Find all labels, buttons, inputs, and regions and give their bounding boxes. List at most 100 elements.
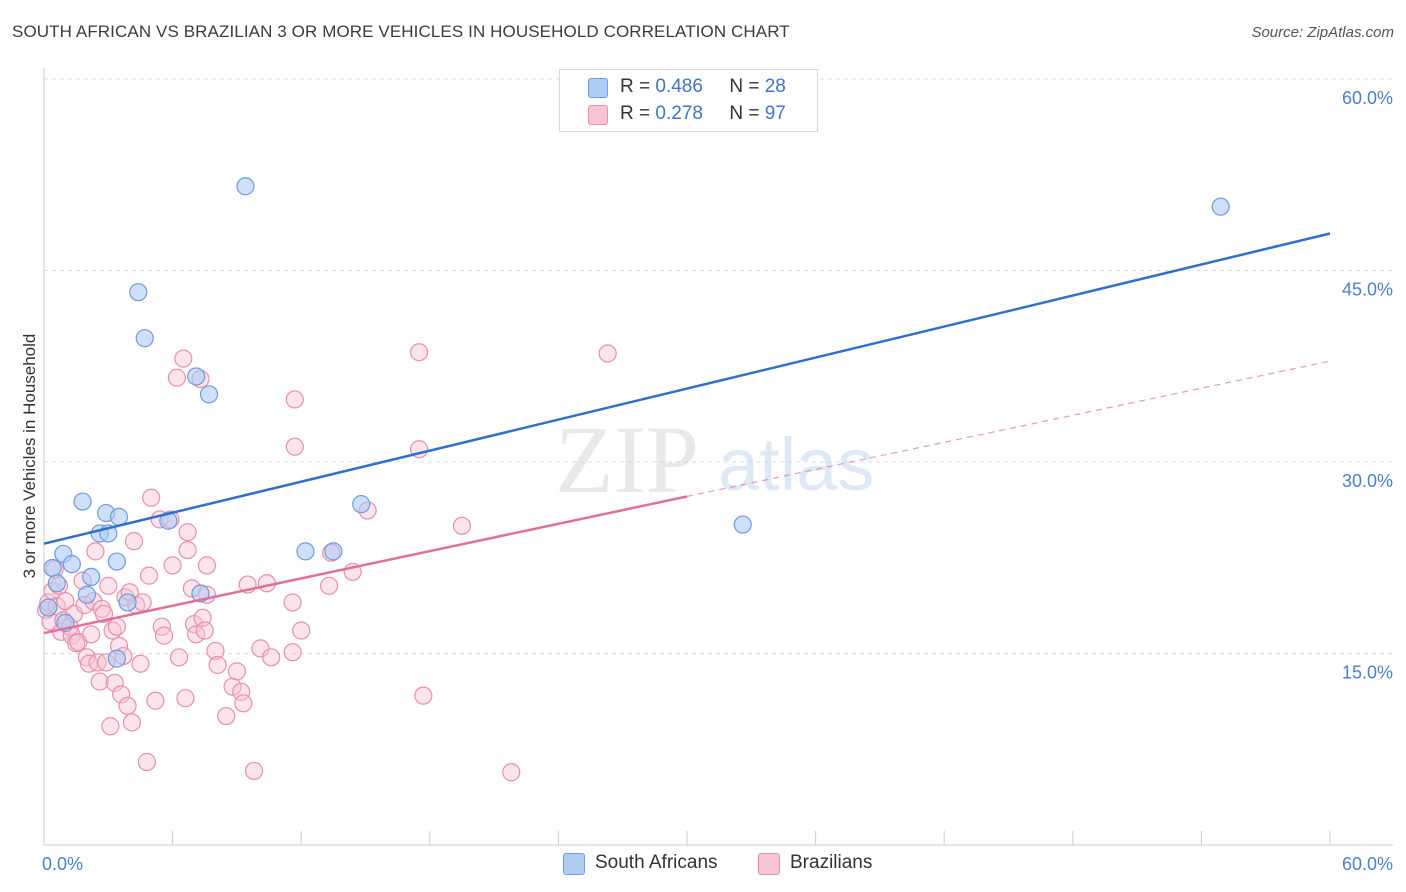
brazilians-point [90, 672, 109, 691]
brazilians-point [227, 662, 246, 681]
brazilians-point [292, 621, 311, 640]
brazilians-point [99, 576, 118, 595]
y-tick-label: 45.0% [1342, 280, 1393, 300]
bottom-legend-label-brazilians: Brazilians [790, 852, 873, 873]
watermark: ZIP atlas [555, 406, 874, 513]
south-africans-point [62, 555, 81, 574]
bottom-legend-label-south-africans: South Africans [595, 852, 718, 873]
south-africans-point [159, 511, 178, 530]
south-africans-point [324, 542, 343, 561]
watermark-zip: ZIP [555, 406, 699, 513]
brazilians-point [112, 685, 131, 704]
south-africans-point [236, 177, 255, 196]
brazilians-point [169, 648, 189, 667]
legend-r-value: 0.278 [655, 103, 703, 124]
y-tick-label: 15.0% [1342, 663, 1393, 683]
brazilians-point [452, 516, 472, 535]
brazilians-point [409, 343, 429, 362]
brazilians-point [244, 761, 264, 781]
south-africans-point [1211, 197, 1230, 216]
brazilians-point [105, 673, 124, 692]
brazilians-point [234, 694, 253, 713]
x-tick-min: 0.0% [42, 854, 83, 874]
brazilians-point [118, 696, 137, 715]
brazilians-point [187, 625, 206, 644]
south-africans-point [109, 507, 129, 526]
legend-n-value: 97 [764, 103, 786, 124]
brazilians-point [107, 617, 126, 636]
chart-title: SOUTH AFRICAN VS BRAZILIAN 3 OR MORE VEH… [12, 22, 790, 41]
brazilians-point [178, 523, 197, 542]
brazilians-point [285, 390, 304, 409]
watermark-atlas: atlas [718, 423, 874, 506]
brazilians-point [598, 344, 617, 363]
x-tick-labels: 0.0% 60.0% [42, 854, 1393, 874]
legend-swatch-brazilians [588, 105, 608, 125]
y-tick-labels: 15.0% 30.0% 45.0% 60.0% [1342, 88, 1393, 683]
south-africans-point [77, 585, 96, 604]
legend-r-label: R = [620, 103, 651, 124]
brazilians-point [176, 689, 195, 708]
trend-lines [43, 232, 1331, 635]
y-tick-label: 30.0% [1342, 471, 1393, 491]
brazilians-point [502, 763, 521, 782]
brazilians-point [131, 654, 150, 673]
south-africans-point [107, 552, 126, 571]
legend-n-label: N = [729, 103, 760, 124]
axes [43, 68, 1393, 846]
south-africans-point [118, 593, 137, 612]
brazilians-point [124, 532, 144, 551]
brazilians-point [146, 691, 165, 710]
south-africans-point [187, 367, 206, 386]
brazilians-point [163, 556, 182, 575]
brazilians-point [285, 437, 304, 456]
south-africans-point [129, 283, 148, 302]
brazilians-point [208, 655, 227, 675]
brazilians-point [142, 488, 161, 507]
brazilians-point [167, 368, 186, 387]
brazilians-point [86, 542, 105, 561]
legend-r-value: 0.486 [655, 76, 703, 97]
legend-n-label: N = [729, 76, 760, 97]
brazilians-point [137, 752, 156, 772]
brazilians-point [232, 682, 251, 701]
legend-r-label: R = [620, 76, 651, 97]
gridlines [44, 78, 1393, 654]
bottom-legend-swatch-south-africans [563, 853, 585, 875]
south-africans-point [199, 385, 219, 404]
bottom-legend-swatch-brazilians [758, 853, 780, 875]
brazilians-point [195, 621, 214, 640]
south-africans-point [733, 515, 752, 534]
brazilians-point [101, 717, 120, 736]
brazilians-point [217, 706, 236, 726]
south-africans-point [352, 495, 371, 514]
south-africans-point [39, 598, 58, 617]
y-tick-label: 60.0% [1342, 88, 1393, 108]
legend-swatch-south-africans [588, 78, 608, 98]
south-africans-point [73, 492, 92, 511]
brazilians-trend-line [43, 495, 688, 635]
source-label: Source: ZipAtlas.com [1251, 24, 1394, 41]
south-africans-point [82, 567, 101, 587]
south-africans-point [43, 558, 62, 578]
brazilians-point [56, 592, 75, 611]
legend-n-value: 28 [764, 76, 786, 97]
south-africans-point [296, 542, 315, 561]
brazilians-point [82, 625, 101, 644]
brazilians-point [197, 556, 216, 575]
brazilians-point [414, 686, 433, 705]
south-africans-point [107, 649, 126, 668]
brazilians-point [283, 593, 302, 612]
brazilians-point [319, 576, 339, 595]
brazilians-point [262, 648, 281, 667]
brazilians-point [139, 566, 159, 585]
south-africans-trend-line [43, 232, 1331, 545]
brazilians-point [122, 713, 141, 732]
south-africans-point [135, 329, 154, 348]
brazilians-point [174, 349, 193, 368]
brazilians-point [283, 643, 302, 662]
stats-legend: R = 0.486 N = 28 R = 0.278 N = 97 [559, 69, 818, 132]
x-tick-max: 60.0% [1342, 854, 1393, 874]
brazilians-point [206, 641, 225, 661]
